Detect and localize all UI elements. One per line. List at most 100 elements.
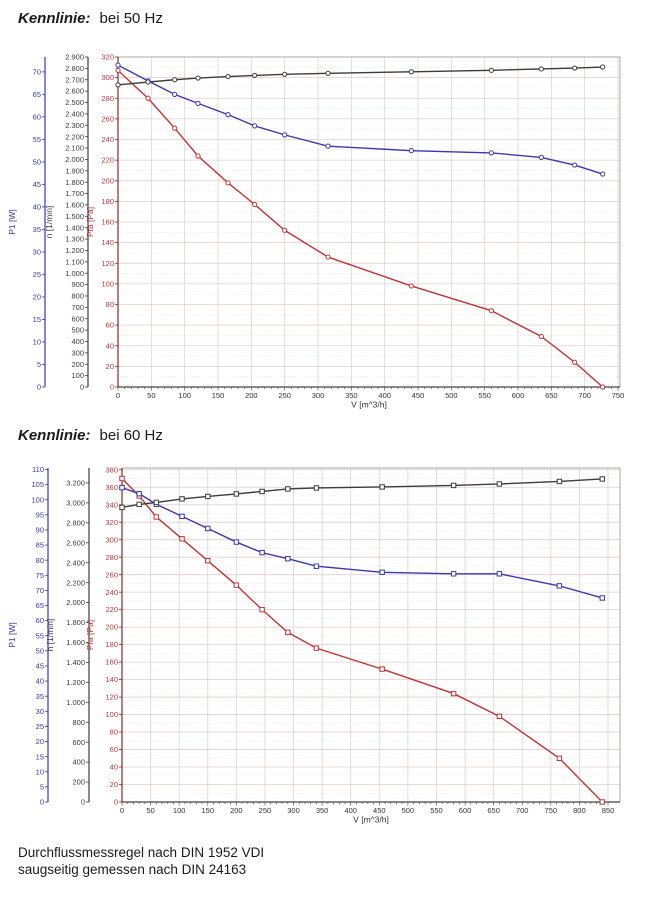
- svg-text:Pfa [Pa]: Pfa [Pa]: [85, 620, 95, 650]
- svg-text:1.000: 1.000: [65, 269, 84, 278]
- svg-text:550: 550: [430, 806, 443, 815]
- svg-text:750: 750: [612, 391, 625, 400]
- svg-text:2.400: 2.400: [66, 558, 85, 567]
- svg-text:P1 [W]: P1 [W]: [7, 209, 17, 235]
- svg-text:700: 700: [578, 391, 591, 400]
- svg-text:2.100: 2.100: [65, 144, 84, 153]
- svg-text:600: 600: [512, 391, 525, 400]
- svg-text:1.800: 1.800: [66, 618, 85, 627]
- svg-text:0: 0: [110, 383, 114, 392]
- svg-text:120: 120: [105, 693, 118, 702]
- svg-text:15: 15: [33, 315, 41, 324]
- svg-text:180: 180: [101, 197, 114, 206]
- svg-text:10: 10: [33, 338, 41, 347]
- svg-text:400: 400: [72, 758, 85, 767]
- svg-text:500: 500: [71, 326, 84, 335]
- svg-text:5: 5: [37, 360, 41, 369]
- svg-text:600: 600: [459, 806, 472, 815]
- svg-text:350: 350: [345, 391, 358, 400]
- svg-text:1.400: 1.400: [66, 658, 85, 667]
- svg-text:1.800: 1.800: [65, 178, 84, 187]
- heading-frequency: bei 50 Hz: [99, 10, 163, 27]
- svg-text:0: 0: [120, 806, 124, 815]
- svg-text:1.200: 1.200: [65, 246, 84, 255]
- svg-text:100: 100: [71, 371, 84, 380]
- kennlinie-60hz-chart: 0 5 10 15 20 25 30 35 40 45 50 55 60 65 70 75 80 85 90 95 10…: [7, 465, 621, 825]
- svg-text:35: 35: [33, 225, 41, 234]
- svg-text:600: 600: [71, 314, 84, 323]
- svg-text:55: 55: [36, 631, 44, 640]
- svg-text:1.000: 1.000: [66, 698, 85, 707]
- svg-text:200: 200: [230, 806, 243, 815]
- svg-text:100: 100: [173, 806, 186, 815]
- footer-note-line2: saugseitig gemessen nach DIN 24163: [18, 862, 247, 878]
- svg-text:550: 550: [478, 391, 491, 400]
- svg-text:100: 100: [178, 391, 191, 400]
- svg-text:800: 800: [71, 292, 84, 301]
- svg-text:1.600: 1.600: [65, 201, 84, 210]
- svg-text:600: 600: [72, 738, 85, 747]
- svg-text:250: 250: [278, 391, 291, 400]
- svg-text:1.500: 1.500: [65, 212, 84, 221]
- svg-text:200: 200: [245, 391, 258, 400]
- svg-text:400: 400: [344, 806, 357, 815]
- svg-text:750: 750: [545, 806, 558, 815]
- svg-text:850: 850: [602, 806, 615, 815]
- svg-text:250: 250: [259, 806, 272, 815]
- svg-text:0: 0: [116, 391, 120, 400]
- svg-text:95: 95: [36, 510, 44, 519]
- kennlinie-50hz-chart: 0 5 10 15 20 25 30 35 40 45 50 55 60 65 70 P1 [W] 0 100 20…: [7, 53, 625, 410]
- heading-label: Kennlinie:: [18, 10, 91, 27]
- svg-text:220: 220: [105, 605, 118, 614]
- svg-text:30: 30: [36, 707, 44, 716]
- svg-text:3.200: 3.200: [66, 479, 85, 488]
- svg-text:120: 120: [101, 259, 114, 268]
- svg-text:80: 80: [36, 556, 44, 565]
- svg-text:450: 450: [412, 391, 425, 400]
- svg-text:105: 105: [31, 480, 44, 489]
- svg-text:260: 260: [101, 114, 114, 123]
- svg-text:150: 150: [212, 391, 225, 400]
- svg-text:2.000: 2.000: [65, 155, 84, 164]
- svg-text:800: 800: [573, 806, 586, 815]
- svg-text:20: 20: [110, 780, 118, 789]
- svg-text:80: 80: [106, 300, 114, 309]
- svg-text:20: 20: [106, 362, 114, 371]
- svg-text:20: 20: [33, 293, 41, 302]
- svg-text:2.200: 2.200: [65, 132, 84, 141]
- svg-text:100: 100: [105, 710, 118, 719]
- svg-text:300: 300: [312, 391, 325, 400]
- svg-text:200: 200: [72, 778, 85, 787]
- svg-text:85: 85: [36, 541, 44, 550]
- svg-text:2.300: 2.300: [65, 121, 84, 130]
- svg-text:500: 500: [402, 806, 415, 815]
- svg-text:n [1/min]: n [1/min]: [44, 206, 54, 239]
- svg-text:360: 360: [105, 483, 118, 492]
- svg-text:0: 0: [40, 798, 44, 807]
- svg-text:50: 50: [36, 646, 44, 655]
- kennlinie-60hz-heading: Kennlinie: bei 60 Hz: [18, 427, 163, 444]
- svg-text:180: 180: [105, 640, 118, 649]
- svg-text:240: 240: [105, 588, 118, 597]
- svg-text:110: 110: [32, 465, 44, 474]
- svg-text:200: 200: [101, 176, 114, 185]
- svg-text:200: 200: [105, 623, 118, 632]
- svg-text:650: 650: [487, 806, 500, 815]
- svg-text:400: 400: [71, 337, 84, 346]
- svg-text:700: 700: [516, 806, 529, 815]
- footer-note: Durchflussmessregel nach DIN 1952 VDI sa…: [18, 844, 264, 879]
- svg-text:90: 90: [36, 526, 44, 535]
- svg-text:1.200: 1.200: [66, 678, 85, 687]
- svg-text:1.900: 1.900: [65, 166, 84, 175]
- svg-text:0: 0: [80, 383, 84, 392]
- svg-text:350: 350: [316, 806, 329, 815]
- svg-text:380: 380: [105, 465, 118, 474]
- svg-text:260: 260: [105, 570, 118, 579]
- svg-text:60: 60: [36, 616, 44, 625]
- svg-text:20: 20: [36, 737, 44, 746]
- svg-text:50: 50: [146, 806, 154, 815]
- svg-text:3.000: 3.000: [66, 498, 85, 507]
- svg-text:100: 100: [31, 495, 44, 504]
- svg-text:60: 60: [110, 745, 118, 754]
